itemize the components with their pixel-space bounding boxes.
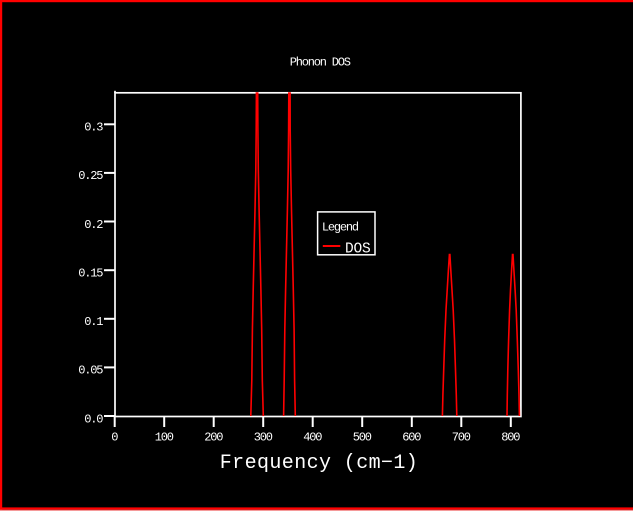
svg-text:Phonon DOS: Phonon DOS	[290, 55, 351, 69]
svg-text:300: 300	[254, 431, 273, 445]
svg-text:0.2: 0.2	[84, 218, 103, 232]
svg-text:Frequency (cm−1): Frequency (cm−1)	[220, 452, 418, 475]
svg-text:400: 400	[303, 431, 322, 445]
svg-text:0.05: 0.05	[78, 364, 103, 378]
svg-text:Legend: Legend	[322, 220, 359, 234]
svg-text:700: 700	[452, 431, 471, 445]
svg-text:0.0: 0.0	[84, 412, 103, 426]
svg-text:DOS: DOS	[345, 241, 371, 257]
svg-text:0.1: 0.1	[84, 315, 103, 329]
svg-text:800: 800	[501, 431, 520, 445]
svg-text:500: 500	[353, 431, 372, 445]
svg-text:0: 0	[111, 431, 118, 445]
svg-text:200: 200	[204, 431, 223, 445]
svg-text:600: 600	[402, 431, 421, 445]
svg-text:100: 100	[155, 431, 174, 445]
svg-text:0.25: 0.25	[78, 169, 103, 183]
svg-text:0.15: 0.15	[78, 267, 103, 281]
svg-text:0.3: 0.3	[84, 121, 103, 135]
